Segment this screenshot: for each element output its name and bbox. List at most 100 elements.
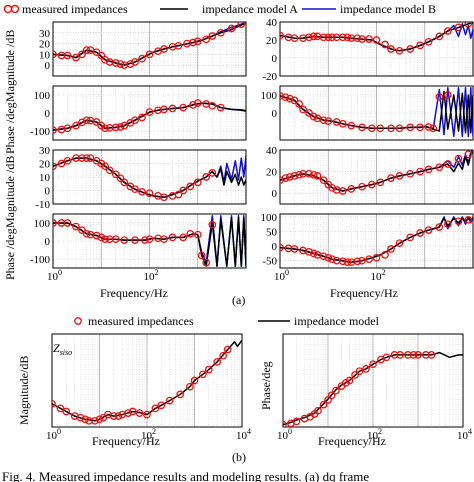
measured-point <box>193 178 202 187</box>
x-tick-label: 104 <box>457 427 472 442</box>
measured-point <box>280 92 284 100</box>
measured-point <box>362 365 370 373</box>
measured-point <box>95 415 104 424</box>
measured-point <box>355 367 364 376</box>
measured-point <box>52 399 56 408</box>
measured-point <box>101 124 109 133</box>
measured-point <box>53 219 57 227</box>
measured-point <box>116 123 125 131</box>
measured-point <box>82 154 91 162</box>
measured-point <box>319 400 328 409</box>
measured-point <box>351 371 359 379</box>
measured-point <box>53 162 57 171</box>
measured-point <box>305 169 313 178</box>
measured-point <box>343 33 352 42</box>
measured-point <box>63 219 72 227</box>
measured-point <box>208 32 217 40</box>
ylabel-b1: Magnitude/dB <box>17 356 31 425</box>
measured-point <box>280 31 284 40</box>
measured-point <box>120 121 129 130</box>
measured-point <box>424 123 433 131</box>
legend-a-measured-marker <box>10 4 20 14</box>
y-tick-label: -50 <box>262 256 277 268</box>
measured-point <box>324 253 333 262</box>
measured-point <box>435 223 444 231</box>
measured-point <box>319 252 328 261</box>
legend-b: measured impedances impedance model <box>74 314 380 328</box>
measured-point <box>406 233 415 242</box>
ylabel-b2: Phase/deg <box>259 361 273 410</box>
ylabel-a41: Phase /deg <box>3 228 17 280</box>
measured-point <box>295 170 304 179</box>
measured-point <box>216 103 225 112</box>
measured-point <box>189 101 197 109</box>
measured-point <box>174 190 183 199</box>
measured-point <box>424 165 433 174</box>
y-tick-label: 40 <box>266 145 278 157</box>
measured-point <box>176 390 185 399</box>
measured-point <box>227 24 236 33</box>
measured-point <box>138 187 146 196</box>
y-tick-label: -100 <box>30 126 51 138</box>
measured-point <box>56 404 65 413</box>
measured-point <box>193 230 202 239</box>
measured-point <box>314 406 322 415</box>
measured-point <box>53 126 57 134</box>
measured-point <box>197 251 206 260</box>
measured-point <box>111 170 120 179</box>
measured-point <box>63 51 72 60</box>
measured-point <box>358 123 366 132</box>
measured-point <box>381 251 389 259</box>
x-tick-label: 102 <box>371 268 386 283</box>
measured-point <box>72 121 80 130</box>
measured-point <box>120 236 129 244</box>
measured-point <box>387 174 395 182</box>
measured-point <box>404 351 412 359</box>
measured-point <box>338 187 347 195</box>
measured-point <box>63 124 72 133</box>
y-tick-label: 0 <box>272 188 278 200</box>
chart-b2: 100 102 104 <box>277 333 472 442</box>
measured-point <box>324 117 333 125</box>
measured-point <box>295 100 304 108</box>
y-tick-label: 0 <box>272 53 278 65</box>
y-tick-label: 100 <box>261 212 278 224</box>
measured-point <box>343 258 352 267</box>
y-tick-label: 20 <box>266 167 278 179</box>
measured-point <box>464 215 473 224</box>
measured-point <box>186 182 195 191</box>
measured-point <box>160 45 168 53</box>
y-tick-label: 10 <box>39 49 51 61</box>
measured-point <box>424 226 433 234</box>
measured-point <box>454 154 463 163</box>
measured-point <box>145 235 154 244</box>
measured-point <box>202 258 211 267</box>
measured-point <box>290 96 299 105</box>
axes-frame <box>52 85 247 141</box>
measured-point <box>63 156 72 165</box>
measured-point <box>353 257 362 266</box>
y-tick-label: -100 <box>30 254 51 266</box>
xlabel-b-left: Frequency/Hz <box>92 434 160 448</box>
measured-point <box>208 220 217 229</box>
y-tick-label: 20 <box>39 159 51 171</box>
measured-point <box>145 50 154 59</box>
measured-point <box>72 222 80 231</box>
measured-point <box>219 351 227 360</box>
measured-point <box>290 172 299 180</box>
measured-point <box>328 183 336 192</box>
measured-point <box>406 123 415 132</box>
measured-point <box>138 113 146 122</box>
y-tick-label: 20 <box>266 35 278 47</box>
ylabel-a31: Magnitude /dB <box>3 156 17 228</box>
measured-point <box>186 382 194 391</box>
chart-a42: -50 0 50 100 100 102 <box>261 212 474 283</box>
measured-point <box>189 38 197 47</box>
xlabel-b-right: Frequency/Hz <box>318 434 386 448</box>
measured-point <box>305 109 313 117</box>
measured-point <box>324 33 333 42</box>
measured-point <box>114 412 123 420</box>
y-tick-label: 30 <box>39 28 51 40</box>
